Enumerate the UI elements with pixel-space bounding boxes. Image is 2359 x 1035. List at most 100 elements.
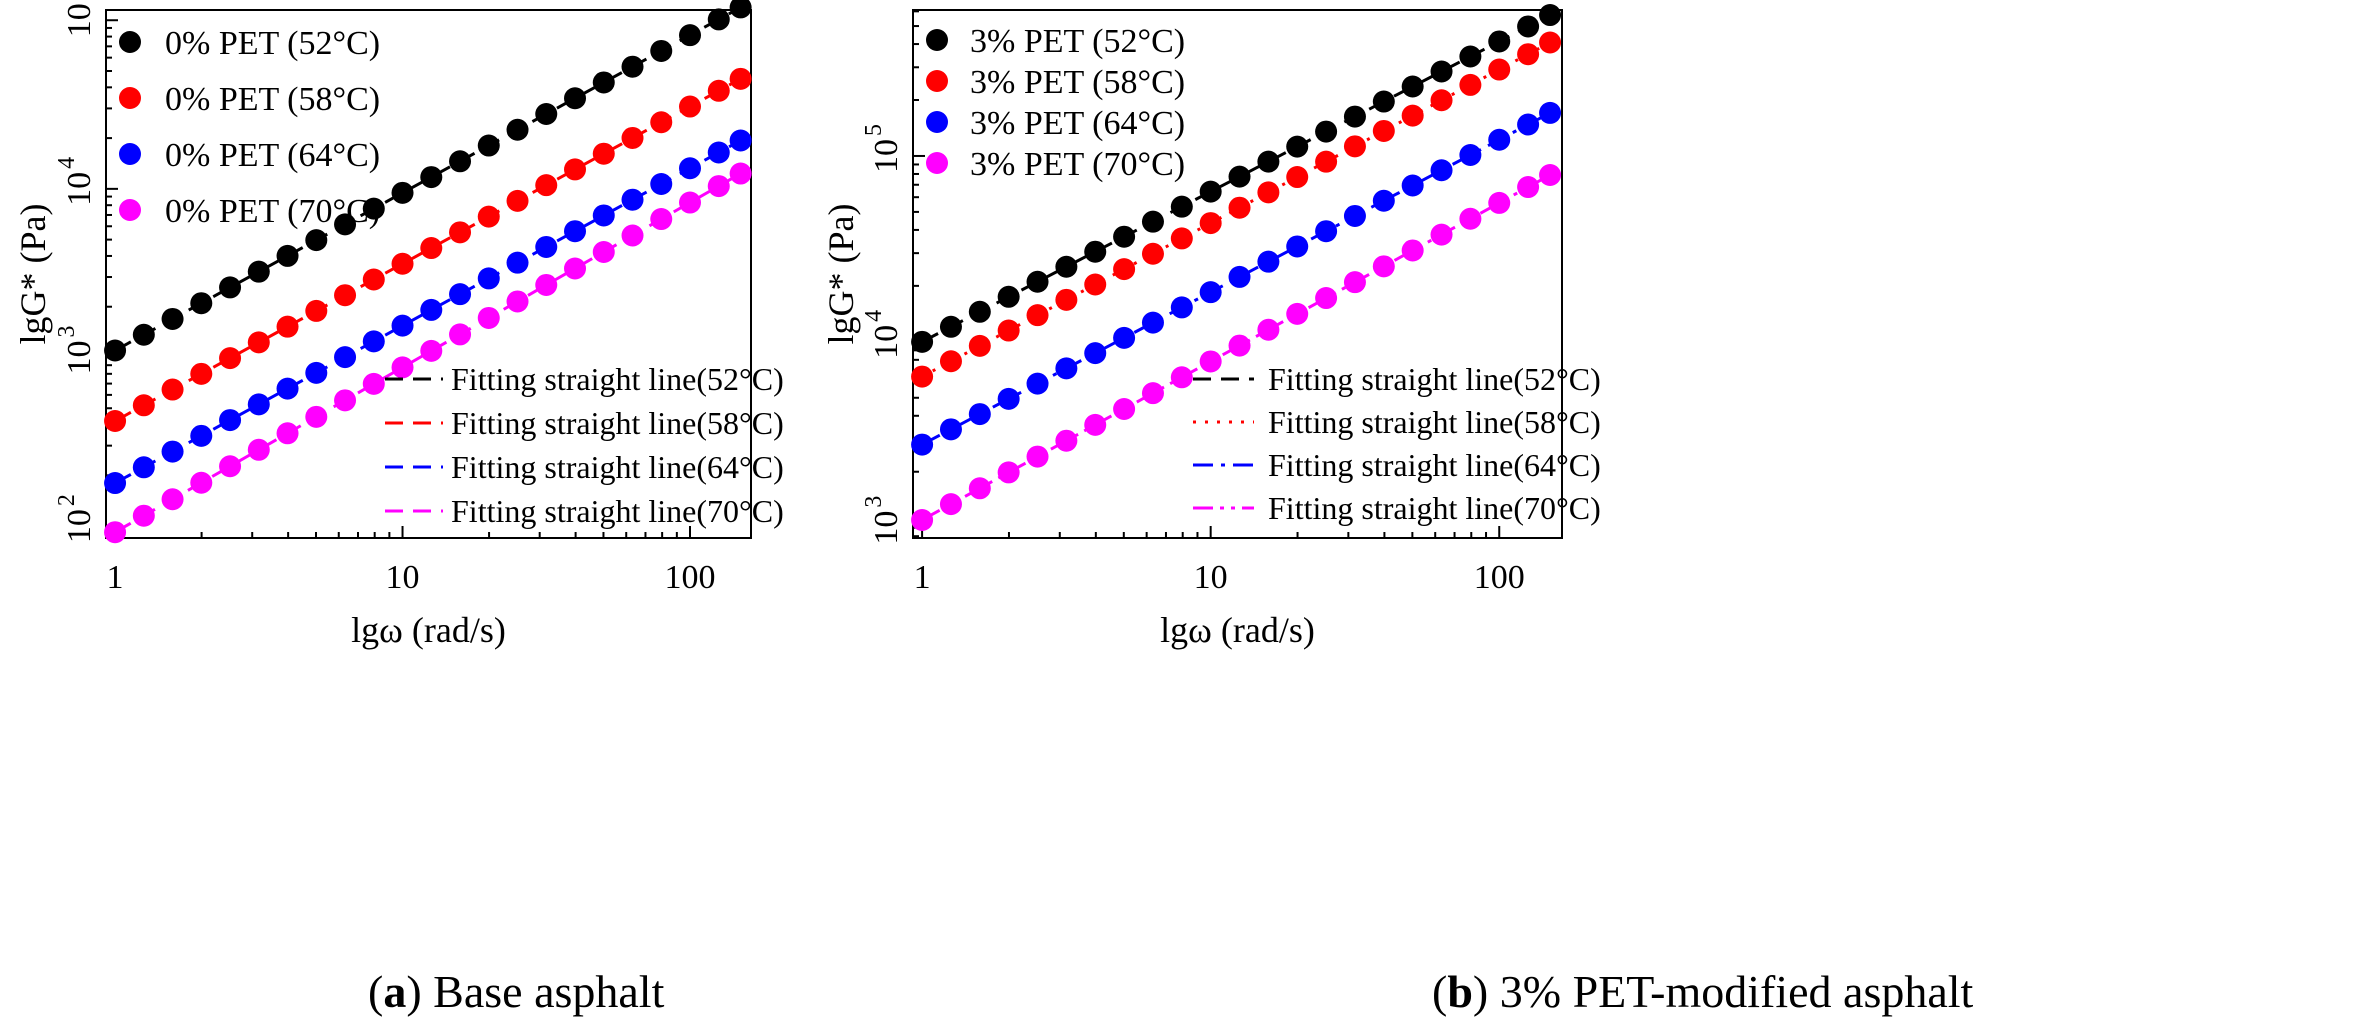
panel-b-letter: b [1447,966,1473,1017]
data-point [334,213,357,236]
data-point [679,157,702,180]
data-point [621,188,644,211]
data-point [1055,357,1078,380]
data-point [729,129,752,152]
data-point [477,205,500,228]
data-point [1459,73,1482,96]
data-point [1315,120,1338,143]
data-point [219,347,242,370]
data-point [1430,89,1453,112]
data-point [362,268,385,291]
data-point [1315,150,1338,173]
data-point [1517,176,1540,199]
data-point [420,298,443,321]
data-point [276,244,299,267]
data-point [477,134,500,157]
data-point [1488,58,1511,81]
plot-frame [912,9,1563,539]
data-point [650,39,673,62]
data-point [1286,135,1309,158]
data-point [305,299,328,322]
data-point [564,87,587,110]
data-point [1430,60,1453,83]
y-tick-label: 104 [861,310,905,359]
data-point [939,315,962,338]
data-point [190,362,213,385]
data-point [535,103,558,126]
y-tick-exponent: 5 [861,124,887,136]
data-point [1286,302,1309,325]
data-point [477,306,500,329]
data-point [707,8,730,31]
fit-legend-label-3: Fitting straight line(64°C) [451,449,784,485]
data-point [305,405,328,428]
data-point [506,118,529,141]
data-point [650,172,673,195]
data-point [1199,212,1222,235]
x-tick-label: 10 [1194,559,1228,596]
panel-a-letter: a [383,966,407,1017]
legend-marker-3 [119,143,141,165]
data-point [1257,250,1280,273]
data-point [1228,165,1251,188]
data-point [1539,4,1562,27]
data-point [1286,235,1309,258]
data-point [132,394,155,417]
data-point [939,418,962,441]
data-point [1488,191,1511,214]
y-tick-base: 10 [61,3,98,37]
data-point [707,141,730,164]
data-point [1539,31,1562,54]
data-point [1372,255,1395,278]
data-point [104,472,127,495]
panel-a-caption: (a) Base asphalt [368,966,665,1017]
data-point [535,174,558,197]
data-point [729,0,752,19]
data-point [1141,210,1164,233]
data-point [968,334,991,357]
data-point [729,162,752,185]
x-tick-label: 10 [386,559,420,596]
data-point [997,461,1020,484]
data-point [1401,104,1424,127]
data-point [190,424,213,447]
data-point [276,422,299,445]
fit-legend-label-2: Fitting straight line(58°C) [451,405,784,441]
panel-b-caption: (b) 3% PET-modified asphalt [1432,966,1974,1017]
data-point [1084,342,1107,365]
legend-marker-4 [926,152,948,174]
data-point [997,285,1020,308]
legend-label-4: 3% PET (70°C) [970,146,1185,183]
data-point [449,150,472,173]
data-point [592,142,615,165]
data-point [1228,334,1251,357]
data-point [911,433,934,456]
data-point [1170,296,1193,319]
legend-label-3: 0% PET (64°C) [165,137,380,174]
data-point [1199,350,1222,373]
data-point [334,346,357,369]
legend-marker-1 [119,31,141,53]
data-point [1517,15,1540,38]
y-tick-label: 104 [54,157,98,206]
fit-legend-label-3: Fitting straight line(64°C) [1268,447,1601,483]
data-point [707,79,730,102]
data-point [939,350,962,373]
data-point [1141,311,1164,334]
data-point [132,504,155,527]
data-point [729,67,752,90]
data-point [911,365,934,388]
y-tick-exponent: 4 [54,157,80,169]
legend-marker-1 [926,29,948,51]
data-point [1084,273,1107,296]
fit-legend-label-2: Fitting straight line(58°C) [1268,404,1601,440]
data-point [1113,258,1136,281]
fit-legend-label-1: Fitting straight line(52°C) [451,361,784,397]
data-point [132,323,155,346]
panel-b-title: 3% PET-modified asphalt [1488,966,1974,1017]
y-tick-label: 103 [54,325,98,374]
y-axis-label: lgG* (Pa) [13,204,53,345]
legend-label-2: 3% PET (58°C) [970,64,1185,101]
data-point [362,330,385,353]
y-tick-label: 103 [861,496,905,545]
